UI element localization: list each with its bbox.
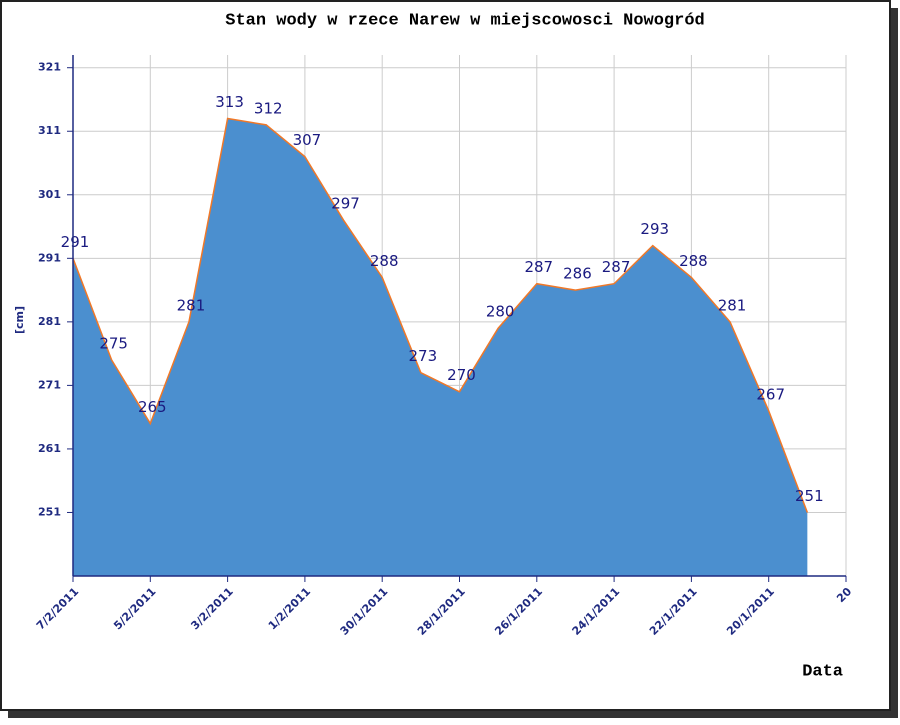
value-label: 288: [679, 252, 708, 270]
y-tick-label: 311: [38, 124, 61, 137]
value-label: 267: [756, 385, 785, 403]
y-tick-label: 321: [38, 61, 61, 74]
value-label: 287: [524, 258, 553, 276]
value-label: 288: [370, 252, 399, 270]
value-label: 297: [331, 195, 360, 213]
value-label: 286: [563, 265, 592, 283]
y-tick-label: 261: [38, 442, 61, 455]
value-label: 291: [61, 233, 90, 251]
chart-title: Stan wody w rzece Narew w miejscowosci N…: [225, 11, 704, 30]
y-tick-label: 301: [38, 188, 61, 201]
value-label: 265: [138, 398, 167, 416]
value-label: 293: [640, 220, 669, 238]
value-label: 275: [99, 334, 128, 352]
value-label: 251: [795, 487, 824, 505]
plot: 291 275 265 281 313 312 307 297 288 273 270 280 287 2…: [61, 93, 824, 576]
value-label: 281: [718, 296, 747, 314]
y-tick-label: 251: [38, 505, 61, 518]
y-axis-label: [cm]: [13, 306, 26, 334]
value-label: 287: [602, 258, 631, 276]
y-tick-label: 291: [38, 251, 61, 264]
value-label: 281: [177, 296, 206, 314]
value-label: 273: [409, 347, 438, 365]
line: [72, 117, 809, 513]
value-label: 270: [447, 366, 476, 384]
area: [73, 118, 808, 576]
y-tick-label: 281: [38, 315, 61, 328]
value-label: 307: [293, 131, 322, 149]
y-tick-label: 271: [38, 378, 61, 391]
value-label: 312: [254, 99, 283, 117]
value-label: 280: [486, 303, 515, 321]
value-label: 313: [215, 93, 244, 111]
x-axis-label: Data: [802, 662, 843, 681]
